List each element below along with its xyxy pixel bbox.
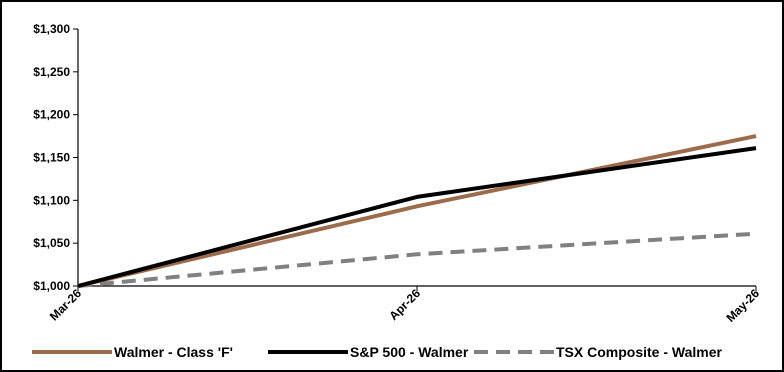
x-tick-label: Apr-26 xyxy=(386,286,423,323)
y-axis-tick-labels: $1,000 $1,050 $1,100 $1,150 $1,200 $1,250 $1,3… xyxy=(33,22,70,293)
y-tick-label: $1,150 xyxy=(33,151,70,165)
x-tick-label: May-26 xyxy=(723,286,762,325)
series-line-0 xyxy=(77,134,757,288)
y-tick-label: $1,000 xyxy=(33,279,70,293)
y-tick-label: $1,250 xyxy=(33,65,70,79)
x-axis-tick-labels: Mar-26 Apr-26 May-26 xyxy=(47,286,762,325)
legend: Walmer - Class 'F' S&P 500 - Walmer TSX Co… xyxy=(32,344,723,360)
legend-label: S&P 500 - Walmer xyxy=(350,344,469,360)
series-line-1 xyxy=(77,146,757,288)
y-tick-label: $1,050 xyxy=(33,236,70,250)
y-tick-label: $1,300 xyxy=(33,22,70,36)
series-lines xyxy=(77,134,757,288)
series-line-2 xyxy=(77,231,757,288)
y-tick-label: $1,100 xyxy=(33,193,70,207)
y-tick-label: $1,200 xyxy=(33,108,70,122)
legend-label: Walmer - Class 'F' xyxy=(114,344,233,360)
axes xyxy=(73,28,757,291)
legend-label: TSX Composite - Walmer xyxy=(556,344,723,360)
